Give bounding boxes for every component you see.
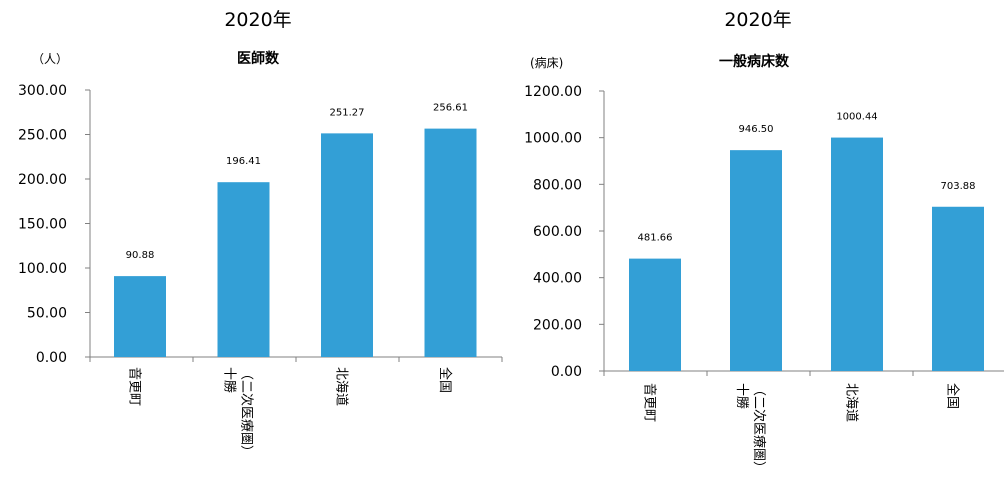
chart-year-label: 2020年: [724, 9, 791, 31]
chart-title: 医師数: [237, 50, 280, 67]
bar-value-label: 1000.44: [836, 112, 877, 123]
bar-value-label: 703.88: [941, 181, 976, 192]
y-tick-label: 150.00: [18, 217, 67, 233]
chart-panel-doctors: 2020年 （人） 医師数 0.00 50.00 100.00 150.00 200.00 25…: [0, 0, 503, 483]
bar: [424, 128, 477, 357]
bar: [831, 137, 883, 371]
category-label: 全国: [437, 367, 453, 393]
y-tick-label: 0.00: [36, 350, 67, 366]
category-label: （二次医療圏）: [751, 383, 767, 474]
chart-title: 一般病床数: [719, 53, 790, 70]
bar: [932, 206, 984, 371]
y-unit-label: （人）: [32, 52, 68, 66]
y-tick-label: 100.00: [18, 261, 67, 277]
y-tick-label: 50.00: [27, 306, 67, 322]
y-tick-label: 0.00: [551, 364, 582, 380]
category-label: 北海道: [844, 383, 859, 422]
category-label: 全国: [945, 383, 961, 409]
bar-value-label: 90.88: [126, 250, 155, 261]
y-tick-label: 800.00: [533, 177, 582, 193]
y-tick-label: 400.00: [533, 271, 582, 287]
y-tick-label: 200.00: [18, 172, 67, 188]
y-unit-label: (病床): [530, 55, 563, 70]
y-tick-label: 1000.00: [524, 131, 582, 147]
doctors-chart: 2020年 （人） 医師数 0.00 50.00 100.00 150.00 200.00 25…: [18, 9, 503, 458]
bar: [629, 258, 681, 371]
category-label: （二次医療圏）: [239, 367, 255, 458]
bar-value-label: 251.27: [330, 107, 365, 118]
chart-year-label: 2020年: [224, 9, 291, 31]
beds-chart: 2020年 (病床) 一般病床数 0.00 200.00 400.00 600.00 800.…: [524, 9, 1004, 474]
y-tick-label: 300.00: [18, 83, 67, 99]
category-label: 音更町: [127, 367, 143, 406]
category-label: 十勝: [222, 367, 237, 393]
category-label: 北海道: [334, 367, 349, 406]
y-tick-label: 250.00: [18, 128, 67, 144]
bar: [321, 133, 373, 357]
bar: [730, 150, 782, 371]
bar-value-label: 481.66: [638, 233, 673, 244]
category-label: 音更町: [642, 383, 658, 422]
bar-value-label: 256.61: [433, 103, 468, 114]
y-tick-label: 200.00: [533, 317, 582, 333]
category-label: 十勝: [734, 383, 749, 409]
bar: [114, 276, 166, 357]
bar-value-label: 946.50: [739, 124, 774, 135]
chart-panel-beds: 2020年 (病床) 一般病床数 0.00 200.00 400.00 600.00 800.…: [500, 0, 1004, 483]
y-tick-label: 600.00: [533, 224, 582, 240]
y-tick-label: 1200.00: [524, 84, 582, 100]
bar-value-label: 196.41: [226, 156, 261, 167]
bar: [217, 182, 270, 357]
